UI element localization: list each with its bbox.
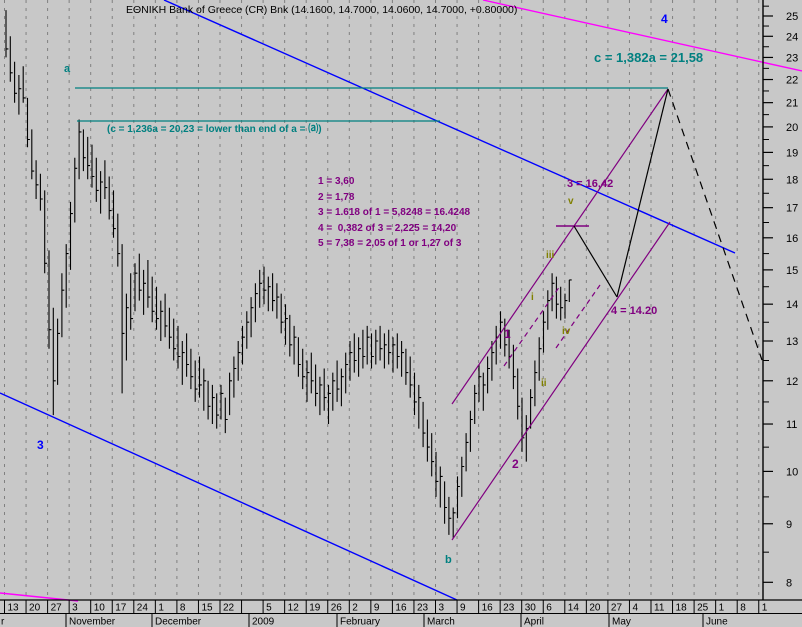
teal-target-c-1382a[interactable]: c = 1,382a = 21,58: [594, 50, 704, 65]
wave-label-2[interactable]: 2: [512, 457, 519, 471]
week-date-label: 6: [546, 603, 552, 614]
fib-line-5: 5 = 7,38 = 2,05 of 1 or 1,27 of 3: [318, 238, 462, 249]
y-axis-label: 11: [786, 419, 797, 431]
minor-wave-i[interactable]: i: [531, 292, 534, 303]
purple-channel-lower[interactable]: [451, 221, 671, 541]
minor-wave-v[interactable]: v: [568, 196, 574, 207]
y-axis-label: 10: [786, 466, 798, 478]
y-axis-label: 8: [786, 577, 792, 589]
blue-downtrend-lower[interactable]: [0, 392, 458, 601]
week-date-label: 27: [51, 603, 63, 614]
y-axis-label: 22: [786, 75, 798, 87]
fib-line-1: 1 = 3,60: [318, 176, 355, 187]
week-date-label: 19: [309, 603, 321, 614]
daily-hlc-bars: [5, 10, 572, 538]
wave-label-a[interactable]: a: [64, 63, 71, 75]
week-date-label: 4: [632, 603, 638, 614]
week-date-label: 16: [482, 603, 494, 614]
month-label: 2009: [252, 617, 275, 627]
week-date-label: 1: [762, 603, 768, 614]
week-date-label: 14: [568, 603, 580, 614]
fib-line-2: 2 = 1,78: [318, 191, 355, 203]
y-axis-label: 20: [786, 122, 798, 134]
wave3-target-label[interactable]: 3 = 16,42: [567, 178, 614, 190]
week-date-label: 1: [719, 603, 725, 614]
week-date-label: 11: [654, 603, 665, 614]
purple-channel-mid-dash-2[interactable]: [555, 284, 601, 349]
week-date-label: 3: [439, 603, 445, 614]
month-label: r: [1, 617, 5, 627]
y-axis-label: 15: [786, 265, 798, 277]
y-axis-label: 21: [786, 98, 798, 110]
y-axis-label: 25: [786, 11, 798, 23]
week-date-label: 9: [374, 603, 380, 614]
week-date-label: 20: [589, 603, 601, 614]
purple-channel-mid-dash-1[interactable]: [503, 285, 561, 367]
wave-label-blue-4[interactable]: 4: [661, 12, 668, 26]
minor-wave-ii[interactable]: ii: [541, 378, 547, 389]
y-axis-label: 18: [786, 174, 798, 186]
week-date-label: 2: [352, 603, 358, 614]
minor-wave-iii[interactable]: iii: [546, 250, 555, 261]
week-date-label: 9: [460, 603, 466, 614]
week-date-label: 15: [201, 603, 213, 614]
weekly-gridlines: [4, 0, 760, 600]
fib-target-block[interactable]: 1 = 3,60 2 = 1,78 3 = 1.618 of 1 = 5,824…: [318, 174, 470, 252]
black-wave-path-4[interactable]: [573, 225, 618, 298]
wave-label-1[interactable]: 1: [504, 327, 511, 341]
blue-downtrend-upper[interactable]: [163, 0, 736, 254]
y-axis-label: 24: [786, 31, 798, 43]
y-axis-label: 19: [786, 147, 798, 159]
wave-label-blue-3[interactable]: 3: [37, 438, 44, 452]
month-label: March: [427, 617, 455, 627]
y-axis-label: 16: [786, 233, 798, 245]
month-label: May: [612, 617, 631, 627]
minor-wave-iv[interactable]: iv: [562, 326, 571, 337]
black-wave-path-5[interactable]: [616, 88, 669, 298]
week-date-label: 22: [223, 603, 235, 614]
week-date-label: 8: [180, 603, 186, 614]
magenta-upper-line[interactable]: [482, 0, 802, 72]
y-axis-label: 23: [786, 52, 798, 64]
y-axis-label: 13: [786, 336, 798, 348]
week-date-label: 30: [525, 603, 537, 614]
week-date-label: 5: [266, 603, 272, 614]
week-date-label: 27: [611, 603, 623, 614]
month-label: June: [706, 617, 728, 627]
week-date-label: 12: [288, 603, 300, 614]
wave4-target-label[interactable]: 4 = 14.20: [611, 305, 658, 317]
week-date-label: 20: [29, 603, 41, 614]
teal-note-c-1236a[interactable]: (c = 1,236a = 20,23 = lower than end of …: [107, 124, 322, 135]
chart-title: ΕΘΝΙΚΗ Bank of Greece (CR) Bnk (14.1600,…: [126, 4, 518, 16]
week-date-label: 8: [740, 603, 746, 614]
y-axis-label: 12: [786, 376, 798, 388]
month-label: February: [340, 617, 380, 627]
y-axis-label: 17: [786, 203, 798, 215]
week-date-label: 10: [94, 603, 106, 614]
month-label: April: [524, 617, 544, 627]
week-date-label: 23: [417, 603, 429, 614]
purple-channel-upper[interactable]: [451, 88, 669, 405]
week-date-label: 24: [137, 603, 149, 614]
week-date-label: 16: [395, 603, 407, 614]
week-date-label: 13: [8, 603, 20, 614]
y-axis-label: 14: [786, 299, 798, 311]
y-axis-label: 9: [786, 519, 792, 531]
fib-line-3: 3 = 1.618 of 1 = 5,8248 = 16.4248: [318, 207, 471, 218]
month-label: November: [69, 617, 116, 627]
week-date-label: 3: [72, 603, 78, 614]
wave-label-b[interactable]: b: [445, 554, 452, 566]
fib-line-4: 4 = 0,382 of 3 = 2,225 = 14,20: [318, 222, 457, 234]
week-date-label: 18: [676, 603, 688, 614]
week-date-label: 26: [331, 603, 343, 614]
week-date-label: 25: [697, 603, 709, 614]
week-date-label: 1: [158, 603, 164, 614]
month-label: December: [155, 617, 202, 627]
week-date-label: 23: [503, 603, 515, 614]
week-date-label: 17: [115, 603, 127, 614]
black-projection-dashed[interactable]: [667, 88, 763, 361]
